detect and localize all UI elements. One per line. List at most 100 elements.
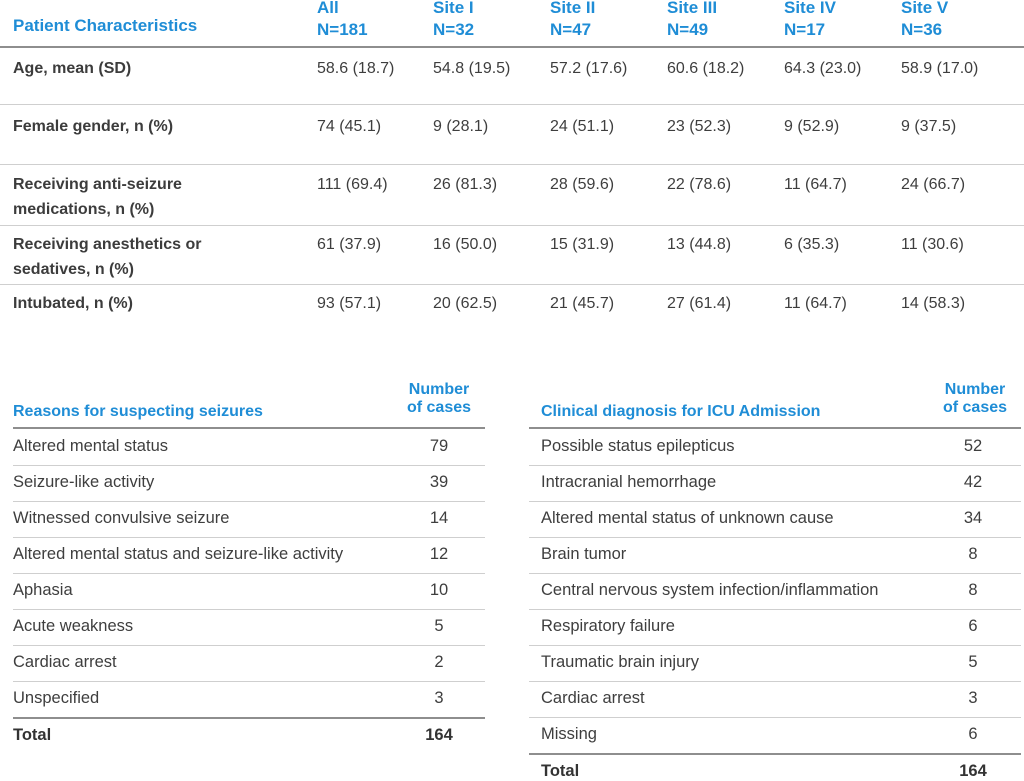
cell-site-4: 11 (64.7) [784,176,847,193]
column-header-all: All N=181 [317,0,368,39]
reason-count: 14 [429,509,449,527]
cell-all: 61 (37.9) [317,236,382,253]
reason-name: Aphasia [13,581,73,599]
total-label: Total [13,726,52,744]
list-item: Cardiac arrest 2 [13,645,485,681]
list-item: Intracranial hemorrhage 42 [529,465,1021,501]
cell-site-5: 24 (66.7) [901,176,966,193]
list-item: Seizure-like activity 39 [13,465,485,501]
row-label: Female gender, n (%) [13,118,174,135]
list-item: Cardiac arrest 3 [529,681,1021,717]
reason-count: 39 [429,473,449,491]
diagnosis-name: Altered mental status of unknown cause [541,509,834,527]
diagnosis-name: Brain tumor [541,545,627,563]
patient-table-header: Patient Characteristics All N=181 Site I… [0,0,1024,48]
row-divider [529,465,1021,466]
cell-site-1: 9 (28.1) [433,118,489,135]
row-divider [0,225,1024,226]
diagnosis-count: 6 [968,725,978,743]
cell-site-5: 58.9 (17.0) [901,60,979,77]
row-label: Intubated, n (%) [13,295,133,312]
row-divider [0,104,1024,105]
reason-name: Cardiac arrest [13,653,117,671]
diagnosis-count: 6 [968,617,978,635]
reasons-header-divider [13,427,485,429]
cell-all: 58.6 (18.7) [317,60,395,77]
total-label: Total [541,762,580,780]
row-divider [13,681,485,682]
cell-site-2: 24 (51.1) [550,118,615,135]
diagnosis-count: 52 [963,437,983,455]
reasons-count-header: Number of cases [406,381,472,416]
row-divider [13,501,485,502]
list-item: Witnessed convulsive seizure 14 [13,501,485,537]
patient-table-title: Patient Characteristics [13,16,198,35]
row-divider [0,164,1024,165]
row-divider [529,609,1021,610]
diagnosis-name: Respiratory failure [541,617,675,635]
row-divider [13,465,485,466]
cell-all: 74 (45.1) [317,118,382,135]
reason-name: Altered mental status [13,437,168,455]
reason-count: 5 [434,617,444,635]
cell-site-3: 27 (61.4) [667,295,732,312]
cell-site-5: 9 (37.5) [901,118,957,135]
reasons-table-title: Reasons for suspecting seizures [13,403,263,420]
list-item: Missing 6 [529,717,1021,753]
cell-all: 111 (69.4) [317,176,388,193]
cell-site-5: 11 (30.6) [901,236,964,253]
list-item: Altered mental status 79 [13,429,485,465]
diagnosis-table-title: Clinical diagnosis for ICU Admission [541,403,821,420]
total-row: Total 164 [13,718,485,754]
row-divider [0,284,1024,285]
row-divider [529,501,1021,502]
reason-count: 10 [429,581,449,599]
diagnosis-name: Cardiac arrest [541,689,645,707]
diagnosis-count: 8 [968,581,978,599]
cell-site-4: 11 (64.7) [784,295,847,312]
total-divider [529,753,1021,755]
list-item: Altered mental status of unknown cause 3… [529,501,1021,537]
column-header-site-3: Site III N=49 [667,0,718,39]
column-header-site-1: Site I N=32 [433,0,475,39]
column-header-site-2: Site II N=47 [550,0,596,39]
reason-count: 79 [429,437,449,455]
list-item: Acute weakness 5 [13,609,485,645]
diagnosis-count: 42 [963,473,983,491]
row-divider [529,645,1021,646]
diagnosis-count: 8 [968,545,978,563]
cell-site-3: 13 (44.8) [667,236,732,253]
diagnosis-header-divider [529,427,1021,429]
reason-name: Unspecified [13,689,100,707]
list-item: Brain tumor 8 [529,537,1021,573]
diagnosis-count: 5 [968,653,978,671]
row-divider [13,573,485,574]
total-row: Total 164 [529,754,1021,780]
row-divider [529,573,1021,574]
cell-site-3: 60.6 (18.2) [667,60,745,77]
cell-site-2: 28 (59.6) [550,176,615,193]
cell-site-1: 16 (50.0) [433,236,498,253]
cell-site-3: 22 (78.6) [667,176,732,193]
cell-site-5: 14 (58.3) [901,295,966,312]
diagnosis-count: 34 [963,509,983,527]
total-divider [13,717,485,719]
reason-name: Altered mental status and seizure-like a… [13,545,344,563]
cell-site-1: 54.8 (19.5) [433,60,511,77]
diagnosis-name: Missing [541,725,597,743]
row-divider [529,681,1021,682]
reason-name: Acute weakness [13,617,134,635]
diagnosis-table: Clinical diagnosis for ICU Admission Num… [529,378,1021,780]
list-item: Aphasia 10 [13,573,485,609]
reason-name: Seizure-like activity [13,473,155,491]
cell-all: 93 (57.1) [317,295,382,312]
row-label: Age, mean (SD) [13,60,132,77]
reasons-table: Reasons for suspecting seizures Number o… [13,378,485,758]
cell-site-2: 57.2 (17.6) [550,60,628,77]
cell-site-2: 21 (45.7) [550,295,615,312]
list-item: Altered mental status and seizure-like a… [13,537,485,573]
row-divider [13,609,485,610]
list-item: Possible status epilepticus 52 [529,429,1021,465]
cell-site-3: 23 (52.3) [667,118,732,135]
diagnosis-name: Central nervous system infection/inflamm… [541,581,879,599]
